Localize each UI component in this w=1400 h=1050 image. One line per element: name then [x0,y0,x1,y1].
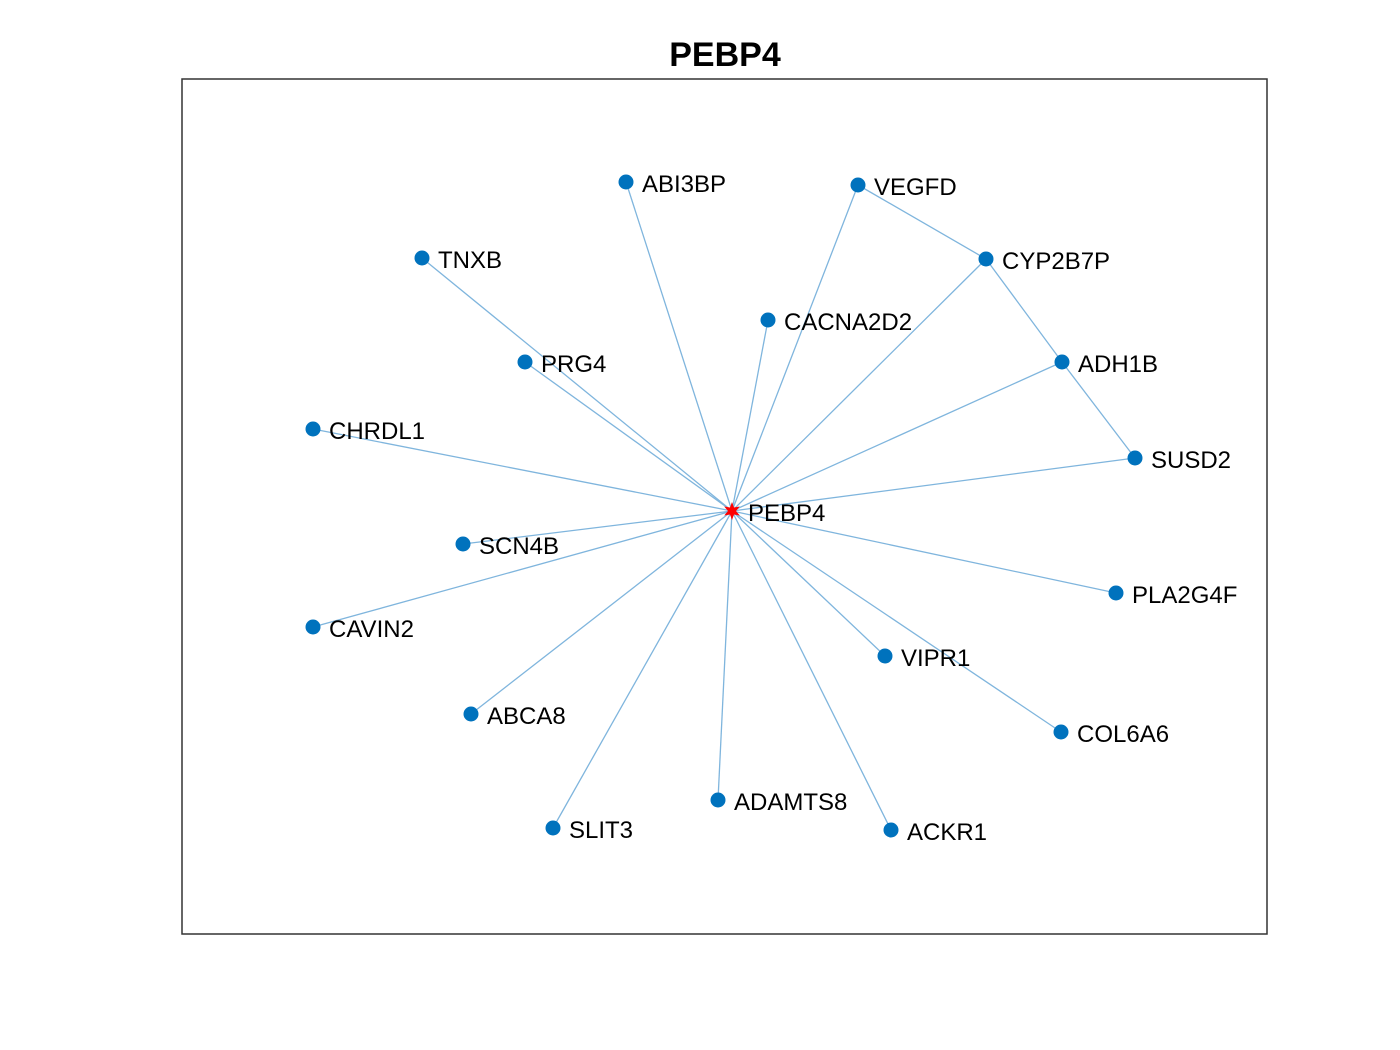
node-col6a6-marker [1053,724,1069,740]
node-label-chrdl1: CHRDL1 [329,418,425,445]
node-label-scn4b: SCN4B [479,533,559,560]
node-label-ackr1: ACKR1 [907,819,987,846]
edge-pebp4-tnxb [421,257,733,512]
edge-layer [312,181,1136,831]
node-label-cyp2b7p: CYP2B7P [1002,248,1110,275]
node-label-abi3bp: ABI3BP [642,171,726,198]
edge-pebp4-prg4 [524,361,733,512]
edge-vegfd-cyp2b7p [857,184,987,260]
edge-pebp4-abi3bp [625,181,733,512]
node-label-tnxb: TNXB [438,247,502,274]
edge-pebp4-chrdl1 [312,428,733,512]
node-chrdl1-marker [305,421,321,437]
node-label-pla2g4f: PLA2G4F [1132,582,1237,609]
node-cyp2b7p-marker [978,251,994,267]
edge-pebp4-adamts8 [717,510,733,801]
node-label-pebp4: PEBP4 [748,500,825,527]
edge-pebp4-ackr1 [731,510,892,831]
edge-pebp4-scn4b [462,510,733,545]
edge-pebp4-adh1b [731,361,1063,512]
node-label-vipr1: VIPR1 [901,645,970,672]
edge-pebp4-cavin2 [312,510,733,628]
edge-pebp4-slit3 [552,510,733,829]
node-label-cacna2d2: CACNA2D2 [784,309,912,336]
node-vipr1-marker [877,648,893,664]
edge-pebp4-pla2g4f [731,510,1117,594]
node-susd2-marker [1127,450,1143,466]
label-layer: PEBP4 ABI3BP VEGFD TNXB CYP2B7P CACNA2D2 PRG4 A… [329,171,1237,846]
node-ackr1-marker [883,822,899,838]
node-cacna2d2-marker [760,312,776,328]
node-adh1b-marker [1054,354,1070,370]
edge-cyp2b7p-adh1b [985,258,1063,363]
edge-pebp4-cyp2b7p [731,258,987,512]
node-vegfd-marker [850,177,866,193]
node-pebp4-star-marker [724,502,740,520]
node-scn4b-marker [455,536,471,552]
node-slit3-marker [545,820,561,836]
node-label-col6a6: COL6A6 [1077,721,1169,748]
edge-adh1b-susd2 [1061,361,1136,459]
node-prg4-marker [517,354,533,370]
edge-pebp4-vipr1 [731,510,886,657]
node-label-adamts8: ADAMTS8 [734,789,847,816]
node-label-adh1b: ADH1B [1078,351,1158,378]
node-pla2g4f-marker [1108,585,1124,601]
figure-title: PEBP4 [669,36,781,74]
plot-frame [181,78,1268,935]
edge-pebp4-col6a6 [731,510,1062,733]
node-tnxb-marker [414,250,430,266]
edge-pebp4-abca8 [470,510,733,715]
edge-pebp4-cacna2d2 [731,319,769,512]
node-label-prg4: PRG4 [541,351,606,378]
edge-pebp4-vegfd [731,184,859,512]
node-label-vegfd: VEGFD [874,174,957,201]
node-label-abca8: ABCA8 [487,703,566,730]
node-label-slit3: SLIT3 [569,817,633,844]
node-abi3bp-marker [618,174,634,190]
node-label-susd2: SUSD2 [1151,447,1231,474]
node-layer [305,174,1143,838]
node-label-cavin2: CAVIN2 [329,616,414,643]
node-abca8-marker [463,706,479,722]
node-cavin2-marker [305,619,321,635]
edge-pebp4-susd2 [731,457,1136,512]
node-adamts8-marker [710,792,726,808]
